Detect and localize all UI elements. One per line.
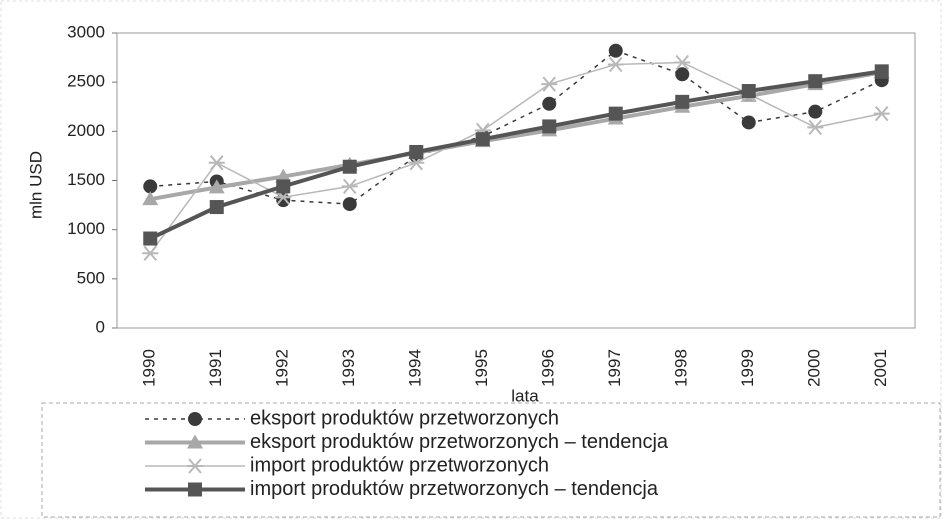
- marker: [208, 179, 225, 194]
- marker: [608, 106, 623, 121]
- y-tick-label: 500: [77, 268, 105, 287]
- legend-label: import produktów przetworzonych – tenden…: [250, 478, 659, 500]
- marker: [808, 104, 823, 119]
- marker-stroke: [608, 56, 623, 73]
- marker: [741, 84, 756, 99]
- marker: [342, 197, 357, 212]
- x-tick-label: 2001: [871, 349, 890, 387]
- series: [143, 43, 889, 212]
- marker: [607, 56, 624, 73]
- legend-label: eksport produktów przetworzonych: [250, 407, 559, 429]
- x-tick-label: 1992: [273, 349, 292, 387]
- y-axis-label: mln USD: [26, 151, 45, 219]
- marker: [142, 245, 159, 261]
- plot-area: [116, 32, 916, 329]
- marker: [275, 168, 292, 183]
- marker: [874, 64, 889, 79]
- series-line: [150, 49, 883, 205]
- marker: [409, 144, 424, 159]
- marker: [675, 94, 690, 109]
- x-tick-label: 2000: [805, 349, 824, 387]
- x-axis-label: lata: [511, 386, 539, 405]
- marker: [475, 132, 490, 147]
- marker: [674, 54, 691, 71]
- marker: [807, 119, 824, 136]
- series: [143, 64, 889, 246]
- marker: [143, 231, 158, 246]
- marker-stroke: [188, 458, 202, 474]
- y-tick-label: 0: [96, 317, 105, 336]
- marker: [187, 458, 203, 474]
- marker: [608, 43, 623, 58]
- marker: [342, 159, 357, 174]
- marker-stroke: [874, 105, 889, 122]
- marker: [143, 179, 158, 194]
- x-tick-label: 1990: [140, 349, 159, 387]
- marker: [142, 191, 159, 206]
- marker-stroke: [542, 76, 557, 92]
- x-tick-label: 1999: [738, 349, 757, 387]
- y-tick-label: 2500: [67, 72, 105, 91]
- marker: [341, 178, 358, 195]
- marker: [808, 74, 823, 89]
- marker: [208, 155, 225, 171]
- marker: [541, 76, 558, 92]
- series: [142, 54, 890, 261]
- marker: [276, 179, 291, 194]
- marker-stroke: [342, 178, 357, 195]
- y-tick-label: 1500: [67, 170, 105, 189]
- legend: eksport produktów przetworzonycheksport …: [145, 407, 669, 500]
- x-tick-label: 1994: [406, 349, 425, 387]
- y-tick-label: 1000: [67, 219, 105, 238]
- marker: [873, 105, 890, 122]
- x-tick-label: 1991: [206, 349, 225, 387]
- legend-label: eksport produktów przetworzonych – tende…: [250, 431, 669, 453]
- marker: [188, 412, 202, 426]
- marker: [675, 67, 690, 82]
- marker-stroke: [808, 119, 823, 136]
- x-tick-label: 1996: [539, 349, 558, 387]
- marker: [542, 96, 557, 111]
- x-tick-label: 1995: [472, 349, 491, 387]
- x-tick-label: 1993: [339, 349, 358, 387]
- x-tick-label: 1997: [605, 349, 624, 387]
- y-tick-label: 2000: [67, 121, 105, 140]
- series-line: [149, 69, 883, 241]
- marker-stroke: [675, 54, 690, 71]
- series-line: [149, 70, 883, 202]
- marker: [187, 434, 203, 449]
- marker: [209, 200, 224, 215]
- marker: [188, 482, 202, 497]
- marker-stroke: [143, 245, 158, 261]
- marker: [741, 115, 756, 130]
- marker-stroke: [209, 155, 224, 171]
- x-tick-label: 1998: [672, 349, 691, 387]
- legend-frame: [41, 402, 941, 518]
- y-tick-label: 3000: [67, 22, 105, 41]
- marker: [542, 119, 557, 134]
- legend-label: import produktów przetworzonych: [250, 454, 549, 476]
